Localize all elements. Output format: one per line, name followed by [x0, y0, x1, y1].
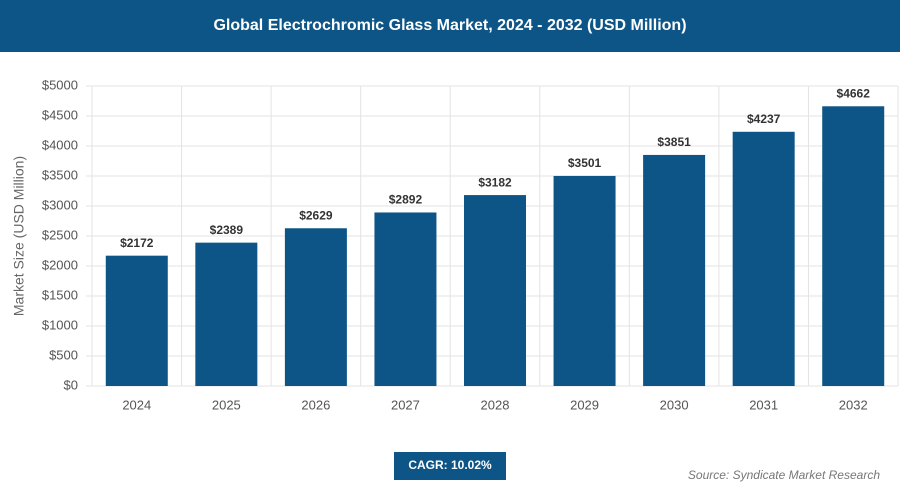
- y-tick-label: $5000: [42, 77, 78, 92]
- value-label: $2892: [389, 193, 423, 207]
- y-tick-label: $2500: [42, 227, 78, 242]
- value-label: $4237: [747, 112, 781, 126]
- y-tick-label: $1000: [42, 317, 78, 332]
- chart-title: Global Electrochromic Glass Market, 2024…: [213, 17, 686, 34]
- y-tick-label: $3000: [42, 197, 78, 212]
- bar: [643, 154, 706, 386]
- bar: [284, 228, 347, 386]
- y-tick-label: $4000: [42, 137, 78, 152]
- y-tick-label: $1500: [42, 287, 78, 302]
- y-tick-label: $3500: [42, 167, 78, 182]
- value-label: $2629: [299, 208, 333, 222]
- source: Source: Syndicate Market Research: [688, 468, 880, 482]
- value-label: $3182: [478, 175, 512, 189]
- value-label: $2172: [120, 236, 154, 250]
- x-tick-label: 2029: [570, 397, 599, 412]
- bar: [553, 175, 616, 386]
- cagr-box: [394, 452, 506, 480]
- bar: [195, 242, 258, 386]
- cagr-label: CAGR: 10.02%: [408, 458, 492, 472]
- x-tick-label: 2030: [660, 397, 689, 412]
- x-tick-label: 2024: [122, 397, 151, 412]
- value-label: $3851: [657, 135, 691, 149]
- x-tick-label: 2026: [301, 397, 330, 412]
- y-axis-label: Market Size (USD Million): [11, 156, 27, 316]
- x-tick-label: 2031: [749, 397, 778, 412]
- x-tick-label: 2027: [391, 397, 420, 412]
- x-tick-label: 2028: [481, 397, 510, 412]
- y-tick-label: $2000: [42, 257, 78, 272]
- value-label: $2389: [210, 223, 244, 237]
- bar: [822, 106, 885, 386]
- bar: [374, 212, 437, 386]
- header-band: [0, 0, 900, 52]
- y-tick-label: $0: [64, 377, 78, 392]
- x-tick-label: 2032: [839, 397, 868, 412]
- bar: [105, 255, 168, 386]
- x-tick-label: 2025: [212, 397, 241, 412]
- bar: [732, 131, 795, 386]
- y-tick-label: $4500: [42, 107, 78, 122]
- value-label: $4662: [837, 86, 871, 100]
- value-label: $3501: [568, 156, 602, 170]
- bar: [464, 195, 526, 386]
- y-tick-label: $500: [49, 347, 78, 362]
